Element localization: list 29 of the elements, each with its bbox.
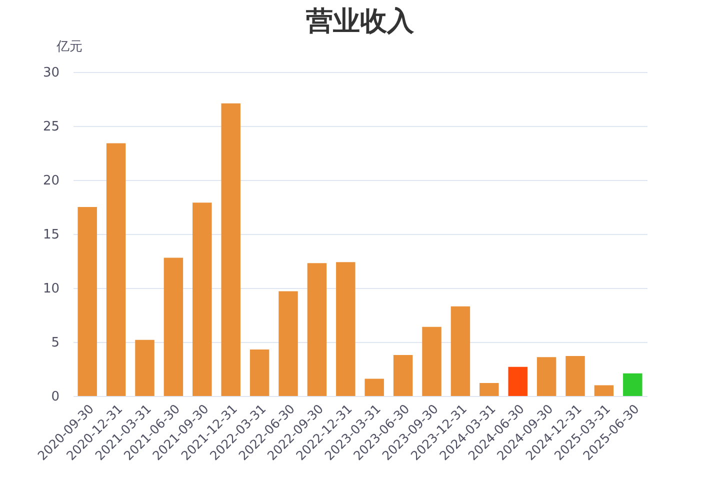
bar (480, 383, 499, 396)
y-tick-label: 25 (42, 120, 60, 134)
bar (164, 258, 184, 396)
y-tick-label: 20 (42, 174, 60, 188)
y-tick-label: 30 (42, 66, 60, 80)
bar (221, 103, 240, 396)
bar (594, 385, 614, 396)
y-tick-label: 10 (42, 282, 60, 296)
bar (106, 143, 126, 396)
bar (278, 291, 298, 396)
bar (393, 354, 413, 396)
y-tick-label: 0 (51, 390, 60, 404)
bar (135, 340, 154, 396)
chart-title: 营业收入 (305, 6, 415, 37)
bar (508, 366, 528, 396)
bar (566, 356, 585, 396)
y-tick-label: 15 (42, 228, 60, 242)
bar (192, 202, 212, 396)
bar (250, 350, 270, 396)
bar (307, 263, 327, 396)
y-tick-label: 5 (51, 336, 60, 350)
bar (450, 306, 470, 396)
bar (422, 326, 442, 396)
bar (536, 357, 556, 396)
y-axis-title: 亿元 (56, 40, 82, 54)
bar (78, 207, 97, 396)
bar (336, 262, 356, 396)
bar (623, 373, 642, 396)
bar (364, 378, 384, 396)
